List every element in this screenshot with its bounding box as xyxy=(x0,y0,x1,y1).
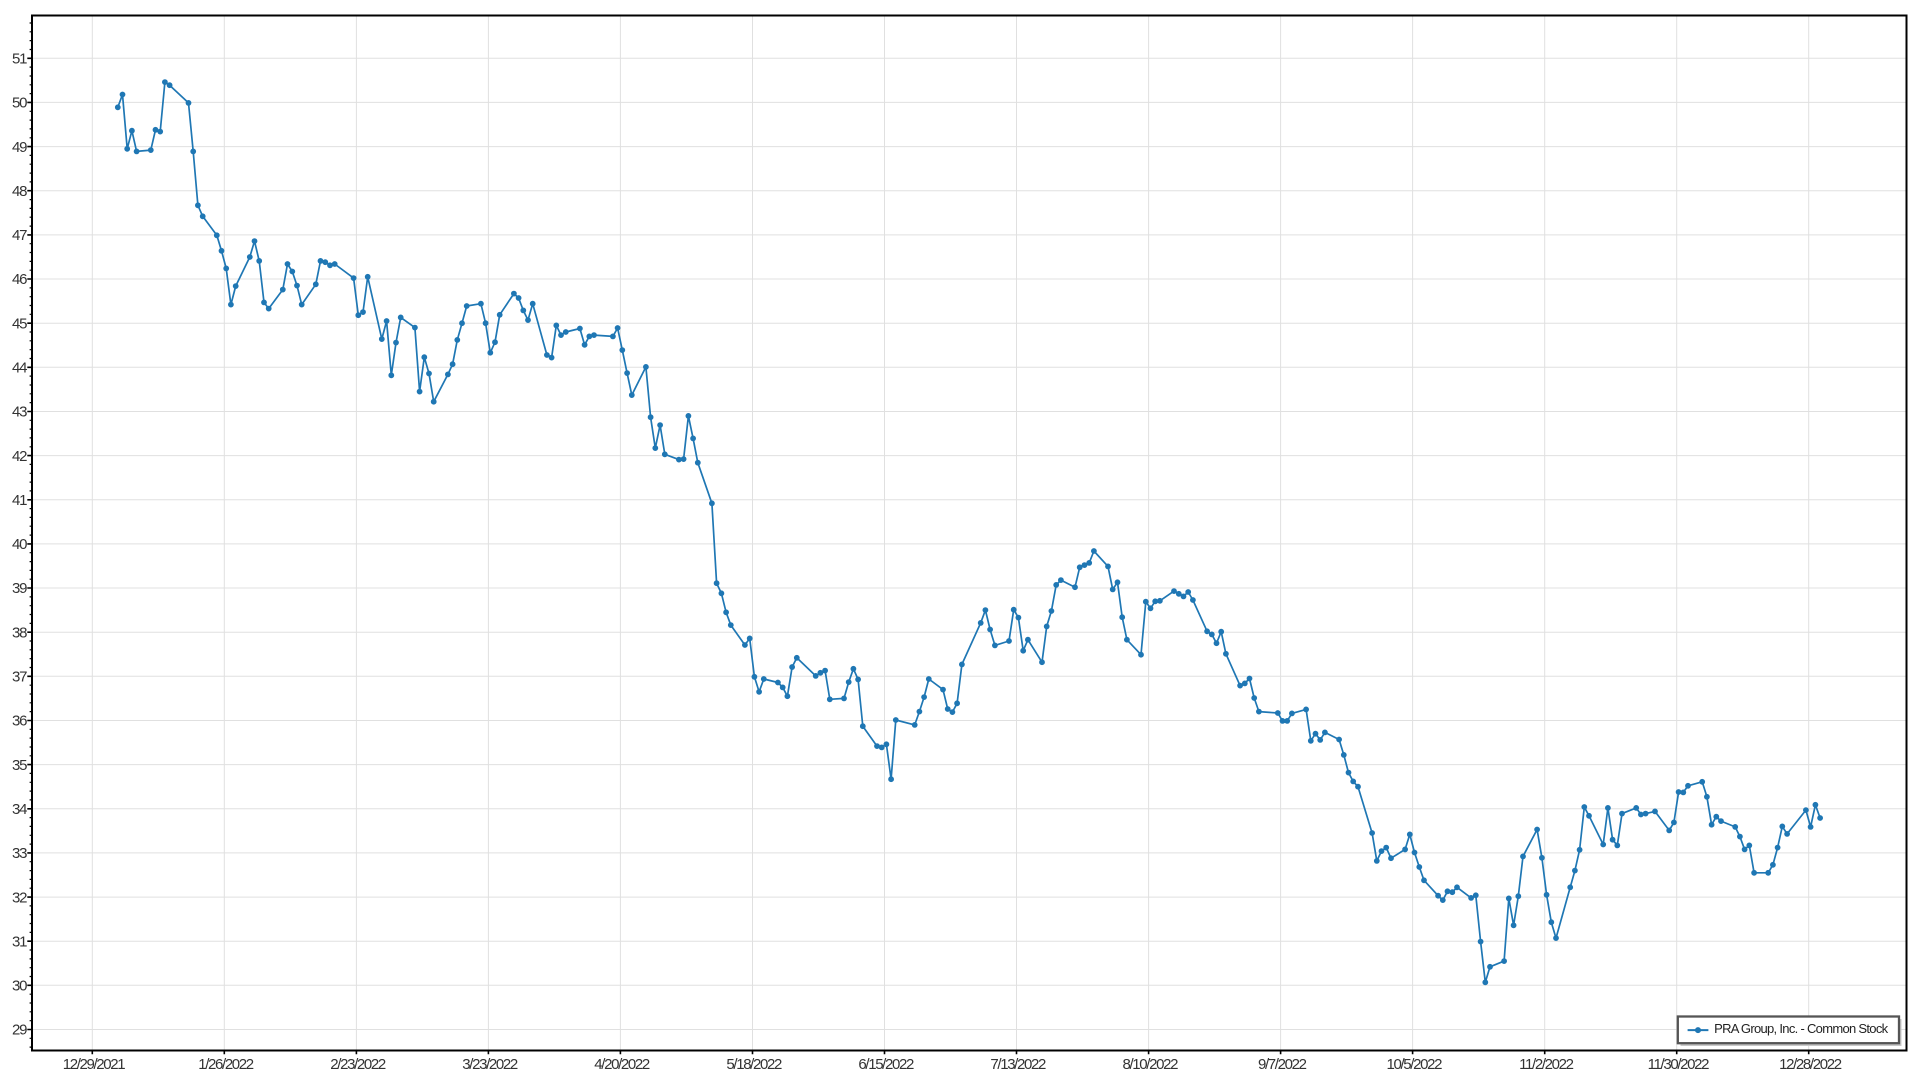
svg-text:29: 29 xyxy=(12,1022,27,1039)
svg-text:8/10/2022: 8/10/2022 xyxy=(1123,1056,1179,1073)
svg-text:46: 46 xyxy=(12,271,27,288)
svg-text:48: 48 xyxy=(12,183,27,200)
svg-text:36: 36 xyxy=(12,713,27,730)
svg-text:39: 39 xyxy=(12,580,27,597)
svg-text:41: 41 xyxy=(12,492,27,509)
svg-text:50: 50 xyxy=(12,95,27,112)
svg-text:9/7/2022: 9/7/2022 xyxy=(1258,1056,1307,1073)
svg-text:12/29/2021: 12/29/2021 xyxy=(63,1056,126,1073)
svg-text:45: 45 xyxy=(12,315,27,332)
svg-text:43: 43 xyxy=(12,404,27,421)
svg-text:2/23/2022: 2/23/2022 xyxy=(330,1056,386,1073)
svg-text:40: 40 xyxy=(12,536,27,553)
svg-text:32: 32 xyxy=(12,889,27,906)
svg-text:37: 37 xyxy=(12,669,27,686)
svg-text:44: 44 xyxy=(12,360,27,377)
svg-text:11/2/2022: 11/2/2022 xyxy=(1519,1056,1573,1073)
svg-text:42: 42 xyxy=(12,448,27,465)
svg-text:3/23/2022: 3/23/2022 xyxy=(462,1056,518,1073)
svg-text:10/5/2022: 10/5/2022 xyxy=(1387,1056,1443,1073)
svg-text:38: 38 xyxy=(12,624,27,641)
svg-text:11/30/2022: 11/30/2022 xyxy=(1648,1056,1709,1073)
svg-text:33: 33 xyxy=(12,845,27,862)
svg-text:34: 34 xyxy=(12,801,27,818)
svg-text:51: 51 xyxy=(12,51,27,68)
svg-text:31: 31 xyxy=(12,933,27,950)
svg-text:47: 47 xyxy=(12,227,27,244)
svg-text:PRA Group, Inc. - Common Stock: PRA Group, Inc. - Common Stock xyxy=(1714,1021,1889,1036)
svg-text:35: 35 xyxy=(12,757,27,774)
svg-text:49: 49 xyxy=(12,139,27,156)
svg-text:7/13/2022: 7/13/2022 xyxy=(990,1056,1046,1073)
svg-text:12/28/2022: 12/28/2022 xyxy=(1779,1056,1842,1073)
svg-text:6/15/2022: 6/15/2022 xyxy=(858,1056,914,1073)
svg-text:1/26/2022: 1/26/2022 xyxy=(198,1056,254,1073)
svg-text:5/18/2022: 5/18/2022 xyxy=(726,1056,782,1073)
svg-text:4/20/2022: 4/20/2022 xyxy=(594,1056,650,1073)
svg-text:30: 30 xyxy=(12,978,27,995)
